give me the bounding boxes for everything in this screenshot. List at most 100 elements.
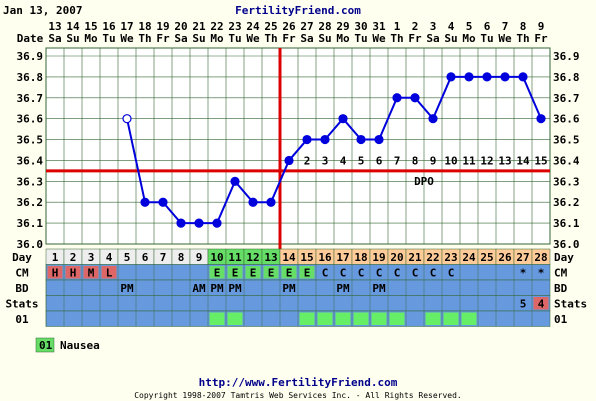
weekday-label: Tu	[102, 32, 115, 45]
bd-value: PM	[336, 282, 350, 295]
weekday-label: Fr	[408, 32, 422, 45]
custom-cell-highlight	[209, 312, 225, 325]
dpo-number: 14	[516, 154, 530, 167]
stats-value: 4	[538, 298, 545, 311]
cm-value: C	[394, 267, 401, 280]
cm-cell-highlight	[299, 266, 315, 279]
row-label-bd: BD	[15, 282, 29, 295]
cycle-day: 18	[354, 251, 367, 264]
temperature-point	[500, 72, 510, 82]
y-tick-left: 36.4	[17, 154, 44, 167]
temperature-point	[176, 218, 186, 228]
date-label: 9	[538, 20, 545, 33]
y-tick-right: 36.8	[553, 71, 580, 84]
date-label: 15	[84, 20, 97, 33]
cm-value: E	[268, 267, 275, 280]
cycle-day: 9	[196, 251, 203, 264]
cycle-day: 7	[160, 251, 167, 264]
date-label: 22	[210, 20, 223, 33]
dpo-number: 4	[340, 154, 347, 167]
temperature-point	[392, 93, 402, 103]
cm-cell-highlight	[101, 266, 117, 279]
temperature-point	[446, 72, 456, 82]
plot-area: 123456789101112131415DPO	[45, 47, 551, 262]
weekday-label: Tu	[228, 32, 241, 45]
temperature-point	[302, 134, 312, 145]
y-tick-left: 36.7	[17, 92, 44, 105]
y-tick-right: 36.6	[553, 113, 580, 126]
cm-cell-highlight	[209, 266, 225, 279]
cycle-day: 8	[178, 251, 185, 264]
weekday-label: Su	[66, 32, 79, 45]
header-site-link[interactable]: FertilityFriend.com	[235, 4, 361, 17]
date-label: 1	[394, 20, 401, 33]
date-label: 27	[300, 20, 313, 33]
weekday-label: Th	[516, 32, 529, 45]
y-tick-left: 36.0	[17, 238, 44, 251]
header-date: Jan 13, 2007	[3, 4, 82, 17]
date-label: 20	[174, 20, 187, 33]
date-label: 19	[156, 20, 169, 33]
cycle-day: 23	[444, 251, 457, 264]
temperature-point	[122, 114, 132, 124]
dpo-label: DPO	[414, 175, 434, 188]
weekday-label: Fr	[534, 32, 548, 45]
custom-cell-highlight	[335, 312, 351, 325]
row-label-date: Date	[17, 32, 44, 45]
legend-code-swatch	[35, 337, 55, 353]
weekday-label: Su	[318, 32, 331, 45]
custom-cell-highlight	[371, 312, 387, 325]
custom-cell-highlight	[389, 312, 405, 325]
axes: Date13Sa14Su15Mo16Tu17We18Th19Fr20Sa21Su…	[17, 20, 580, 251]
temperature-point	[284, 155, 294, 166]
y-tick-left: 36.9	[17, 50, 44, 63]
stats-value: 5	[520, 298, 527, 311]
weekday-label: Th	[264, 32, 277, 45]
footer-url[interactable]: http://www.FertilityFriend.com	[199, 376, 398, 389]
temperature-point	[158, 197, 168, 207]
dpo-number: 6	[376, 154, 383, 167]
weekday-label: We	[372, 32, 386, 45]
weekday-label: Th	[390, 32, 403, 45]
row-label-cm-right: CM	[554, 267, 568, 280]
bd-value: PM	[228, 282, 242, 295]
date-label: 4	[448, 20, 455, 33]
cycle-day: 5	[124, 251, 131, 264]
temperature-point	[374, 134, 384, 145]
y-tick-right: 36.2	[553, 196, 580, 209]
cm-value: C	[430, 267, 437, 280]
weekday-label: Mo	[210, 32, 224, 45]
cycle-day: 10	[210, 251, 223, 264]
dpo-number: 11	[462, 154, 476, 167]
temperature-point	[338, 114, 348, 124]
weekday-label: Mo	[462, 32, 476, 45]
date-label: 26	[282, 20, 296, 33]
cm-value: E	[304, 267, 311, 280]
cm-cell-highlight	[245, 266, 261, 279]
cycle-day: 14	[282, 251, 296, 264]
date-label: 8	[520, 20, 527, 33]
cm-value: L	[106, 267, 113, 280]
weekday-label: Su	[192, 32, 205, 45]
cm-cell-highlight	[65, 266, 81, 279]
custom-cell-highlight	[425, 312, 441, 325]
y-tick-right: 36.3	[553, 175, 580, 188]
dpo-number: 15	[534, 154, 547, 167]
weekday-label: Fr	[156, 32, 170, 45]
cm-value: E	[250, 267, 257, 280]
custom-cell-highlight	[317, 312, 333, 325]
cm-value: C	[448, 267, 455, 280]
cm-value: *	[538, 267, 545, 280]
date-label: 5	[466, 20, 473, 33]
row-label-custom-right: 01	[554, 313, 568, 326]
weekday-label: Sa	[426, 32, 439, 45]
bd-value: PM	[282, 282, 296, 295]
temperature-point	[356, 134, 366, 145]
cm-cell-highlight	[83, 266, 99, 279]
date-label: 3	[430, 20, 437, 33]
cm-value: C	[340, 267, 347, 280]
weekday-label: Mo	[84, 32, 98, 45]
date-label: 28	[318, 20, 331, 33]
date-label: 30	[354, 20, 367, 33]
